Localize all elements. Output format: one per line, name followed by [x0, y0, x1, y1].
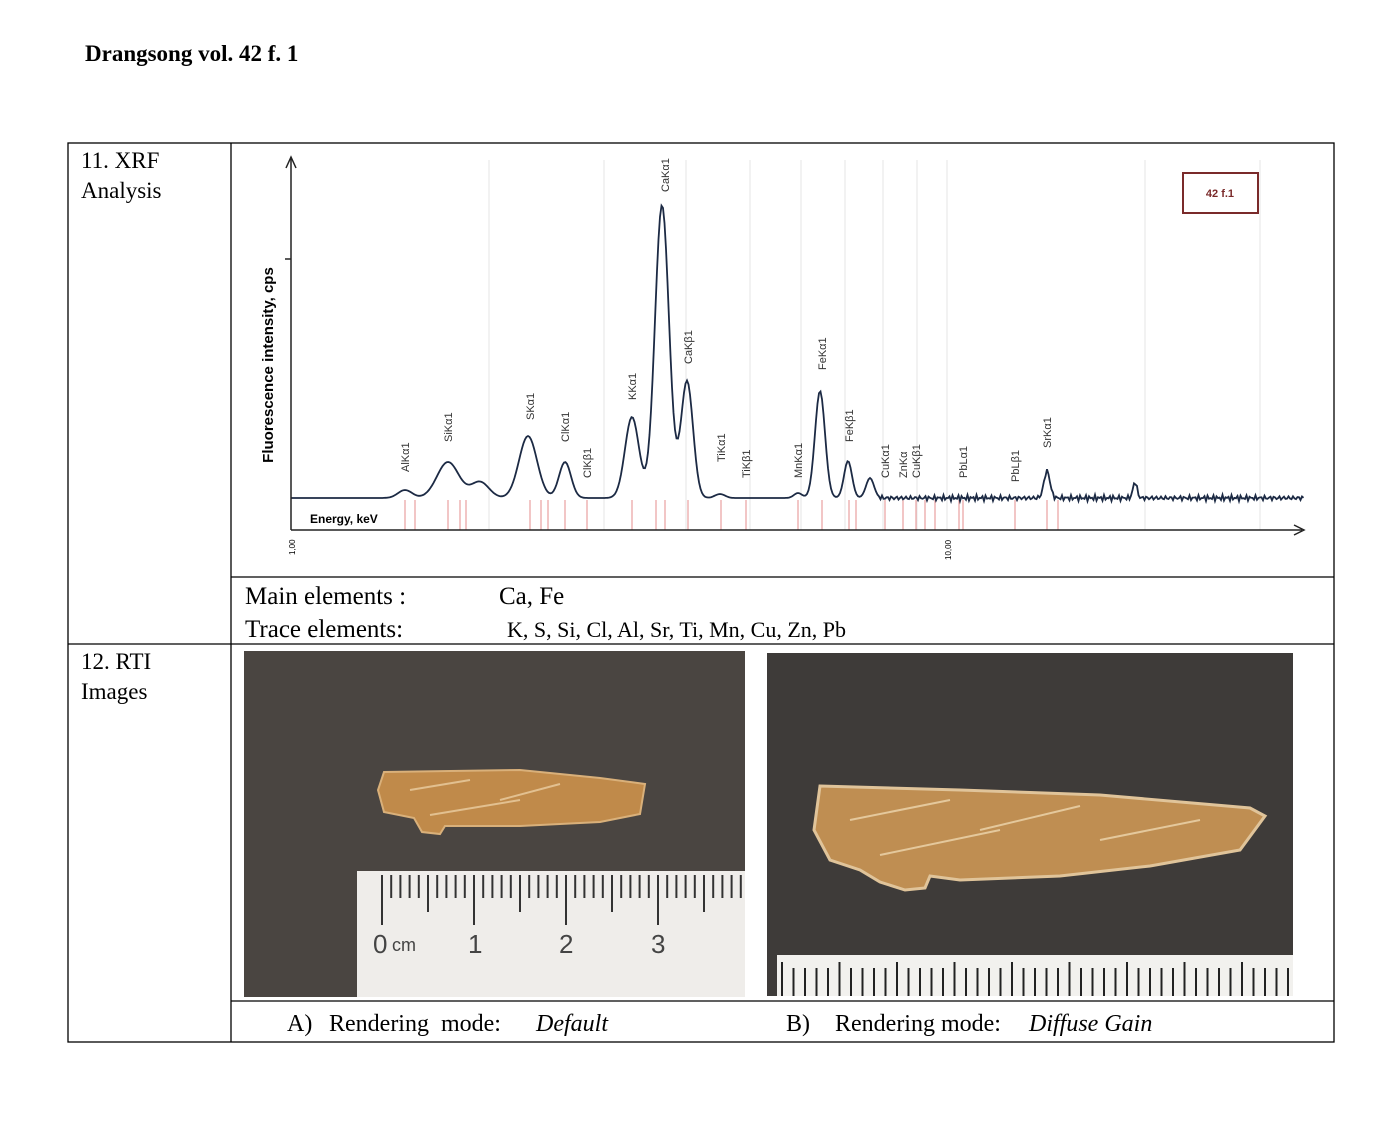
peak-label: SiKα1 [443, 412, 455, 442]
caption-text: Rendering mode: [835, 1011, 1001, 1037]
peak-label: PbLα1 [958, 446, 970, 478]
peak-label: FeKα1 [817, 337, 829, 370]
peak-label: PbLβ1 [1010, 450, 1022, 482]
peak-label: KKα1 [627, 373, 639, 400]
caption-letter: B) [786, 1011, 810, 1037]
caption-text: Rendering mode: [329, 1011, 501, 1037]
peak-label: CuKβ1 [911, 444, 923, 478]
table [67, 142, 1335, 1043]
ruler-label: 0 [373, 929, 387, 959]
trace-value: K, S, Si, Cl, Al, Sr, Ti, Mn, Cu, Zn, Pb [507, 617, 846, 642]
peak-label: SKα1 [525, 393, 537, 420]
row-label: 11. XRF Analysis [81, 148, 162, 203]
ruler-label: 1 [468, 929, 482, 959]
x-axis-label: Energy, keV [310, 512, 378, 526]
trace-label: Trace elements: [245, 616, 403, 643]
peak-label: ClKα1 [560, 412, 572, 442]
ruler-label: 2 [559, 929, 573, 959]
photo-b [767, 653, 1293, 996]
peak-label: MnKα1 [793, 443, 805, 478]
main-value: Ca, Fe [499, 583, 564, 610]
ruler-label: 3 [651, 929, 665, 959]
peak-label: CaKβ1 [683, 330, 695, 364]
x-tick-label: 1,00 [288, 539, 297, 555]
legend: 42 f.1 [1206, 188, 1234, 200]
photo-a: 0 cm 1 2 3 [244, 651, 745, 997]
peak-label: TiKβ1 [741, 449, 753, 478]
peak-label: CaKα1 [660, 158, 672, 192]
main-label: Main elements : [245, 583, 406, 610]
grid [488, 160, 1261, 530]
caption-mode: Diffuse Gain [1028, 1011, 1152, 1037]
peak-label: AlKα1 [400, 442, 412, 472]
ruler-unit: cm [392, 935, 416, 955]
peak-label: ZnKα [898, 451, 910, 478]
legend-box [1182, 172, 1259, 214]
peak-label: CuKα1 [880, 444, 892, 478]
xrf-chart: Fluorescence intensity, cps Energy, keV … [260, 155, 1306, 560]
row-label: 12. RTI Images [81, 649, 151, 704]
title: Drangsong vol. 42 f. 1 [85, 41, 298, 66]
x-tick-label: 10,00 [944, 539, 953, 560]
caption-letter: A) [287, 1011, 312, 1037]
y-axis-label: Fluorescence intensity, cps [260, 267, 277, 463]
peak-label: SrKα1 [1042, 417, 1054, 448]
peak-label: TiKα1 [716, 433, 728, 462]
axes [285, 155, 1306, 536]
caption-mode: Default [535, 1011, 609, 1037]
spectrum [291, 203, 1305, 505]
peak-label: FeKβ1 [844, 409, 856, 442]
peak-label: ClKβ1 [582, 448, 594, 478]
captions: A) Rendering mode: Default B) Rendering … [287, 1011, 1152, 1037]
